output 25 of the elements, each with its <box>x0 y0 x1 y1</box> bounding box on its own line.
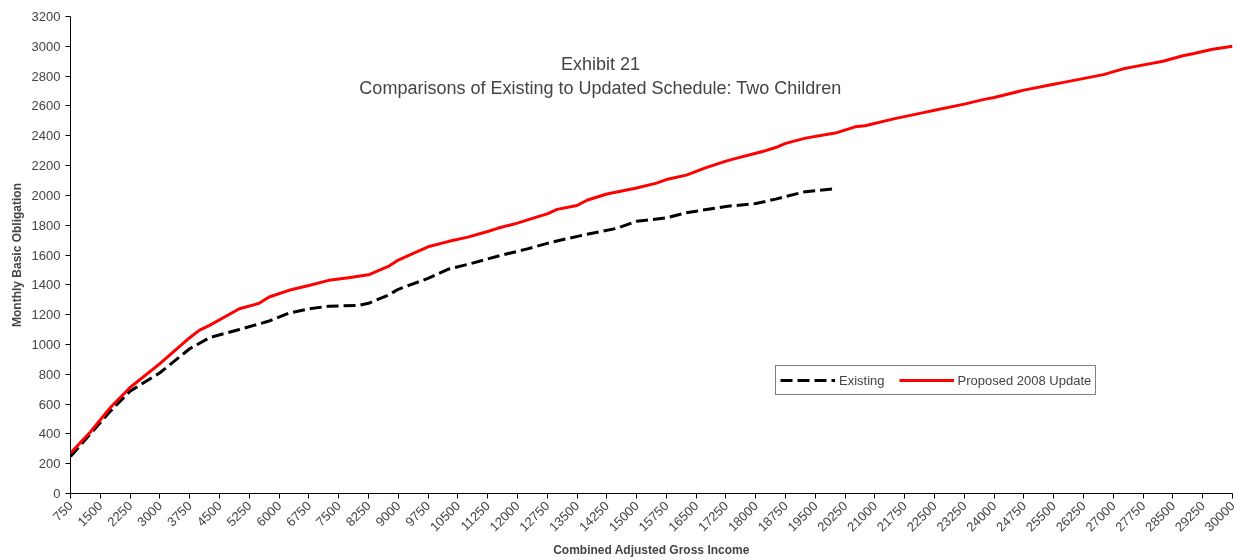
y-tick-label: 2200 <box>31 158 61 174</box>
y-tick-label: 400 <box>38 426 61 442</box>
y-tick-label: 1600 <box>31 247 61 263</box>
legend-label: Existing <box>839 372 885 388</box>
y-tick-label: 800 <box>38 366 61 382</box>
x-axis-title: Combined Adjusted Gross Income <box>553 543 750 558</box>
y-tick-label: 2800 <box>31 68 61 84</box>
text: Exhibit 21 <box>560 53 641 74</box>
y-tick-label: 200 <box>38 456 61 472</box>
y-axis-title: Monthly Basic Obligation <box>9 182 24 327</box>
y-tick-label: 3200 <box>31 9 61 24</box>
y-tick-label: 1200 <box>31 307 61 323</box>
y-tick-label: 3000 <box>31 38 61 54</box>
y-tick-label: 1400 <box>31 277 61 293</box>
y-tick-label: 2400 <box>31 128 61 144</box>
x-tick-label: 750 <box>49 498 76 525</box>
y-tick-label: 1000 <box>31 336 61 352</box>
y-tick-label: 1800 <box>31 217 61 233</box>
y-tick-label: 2600 <box>31 98 61 114</box>
line-series <box>70 44 1233 455</box>
y-tick-label: 0 <box>53 486 61 501</box>
legend-label: Proposed 2008 Update <box>957 372 1092 388</box>
y-tick-label: 600 <box>38 396 61 412</box>
text: Comparisons of Existing to Updated Schedule: Two Children <box>359 77 842 98</box>
y-tick-label: 2000 <box>31 187 61 203</box>
